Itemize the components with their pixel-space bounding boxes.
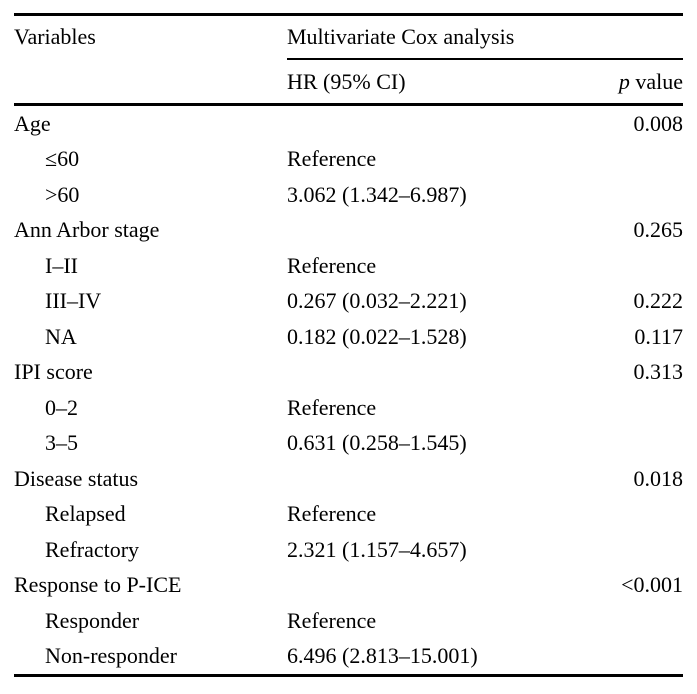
table-body: Age 0.008 ≤60 Reference >60 3.062 (1.342… bbox=[14, 105, 683, 676]
table-row-age-le60: ≤60 Reference bbox=[14, 142, 683, 178]
row-label: ≤60 bbox=[45, 146, 80, 172]
p-value bbox=[597, 390, 683, 426]
table-row-age-gt60: >60 3.062 (1.342–6.987) bbox=[14, 177, 683, 213]
hr-value bbox=[287, 461, 597, 497]
row-label: Response to P-ICE bbox=[14, 572, 182, 598]
hr-value: Reference bbox=[287, 607, 377, 633]
p-value-word: value bbox=[635, 68, 684, 94]
hr-value bbox=[287, 213, 597, 249]
hr-value: Reference bbox=[287, 501, 377, 527]
table-header: Variables Multivariate Cox analysis HR (… bbox=[14, 14, 684, 106]
hr-value: Reference bbox=[287, 252, 377, 278]
hr-value: 3.062 (1.342–6.987) bbox=[287, 181, 467, 207]
hr-value bbox=[287, 568, 597, 604]
row-label: IPI score bbox=[14, 359, 93, 385]
row-label: NA bbox=[45, 323, 77, 349]
hr-value: Reference bbox=[287, 146, 377, 172]
row-label: Non-responder bbox=[45, 643, 177, 669]
column-header-multivariate-group: Multivariate Cox analysis bbox=[287, 14, 684, 60]
table-row-non-responder: Non-responder 6.496 (2.813–15.001) bbox=[14, 639, 683, 676]
row-label: 0–2 bbox=[45, 394, 78, 420]
table-row-ipi-0-2: 0–2 Reference bbox=[14, 390, 683, 426]
p-value bbox=[597, 639, 683, 676]
row-label: Relapsed bbox=[45, 501, 126, 527]
header-row-group: Variables Multivariate Cox analysis bbox=[14, 14, 684, 106]
p-value: 0.313 bbox=[633, 359, 684, 385]
table-row-refractory: Refractory 2.321 (1.157–4.657) bbox=[14, 532, 683, 568]
row-label: Responder bbox=[45, 607, 140, 633]
row-label: 3–5 bbox=[45, 430, 78, 456]
p-value: 0.222 bbox=[633, 288, 684, 314]
multivariate-cox-analysis-table: Variables Multivariate Cox analysis HR (… bbox=[14, 13, 684, 677]
hr-value: 0.182 (0.022–1.528) bbox=[287, 323, 467, 349]
p-value: 0.265 bbox=[633, 217, 684, 243]
p-value: 0.018 bbox=[633, 465, 684, 491]
hr-value: 0.267 (0.032–2.221) bbox=[287, 288, 467, 314]
column-header-p-value: p value bbox=[597, 59, 684, 106]
row-label: I–II bbox=[45, 252, 78, 278]
table-row-relapsed: Relapsed Reference bbox=[14, 497, 683, 533]
table-row-responder: Responder Reference bbox=[14, 603, 683, 639]
header-row-sub: HR (95% CI) p value bbox=[14, 59, 684, 106]
p-value bbox=[597, 426, 683, 462]
p-value bbox=[597, 532, 683, 568]
table-row-response-to-p-ice: Response to P-ICE <0.001 bbox=[14, 568, 683, 604]
table-row-stage-iii-iv: III–IV 0.267 (0.032–2.221) 0.222 bbox=[14, 284, 683, 320]
hr-value: 0.631 (0.258–1.545) bbox=[287, 430, 467, 456]
hr-value: 6.496 (2.813–15.001) bbox=[287, 643, 478, 669]
hr-value bbox=[287, 105, 597, 142]
row-label: III–IV bbox=[45, 288, 102, 314]
table-row-ipi-3-5: 3–5 0.631 (0.258–1.545) bbox=[14, 426, 683, 462]
column-header-variables: Variables bbox=[14, 14, 287, 106]
table-row-age: Age 0.008 bbox=[14, 105, 683, 142]
p-value bbox=[597, 497, 683, 533]
p-value bbox=[597, 177, 683, 213]
p-value: 0.008 bbox=[633, 110, 684, 136]
p-symbol: p bbox=[618, 68, 630, 94]
row-label: >60 bbox=[45, 181, 80, 207]
row-label: Ann Arbor stage bbox=[14, 217, 160, 243]
table-row-stage-na: NA 0.182 (0.022–1.528) 0.117 bbox=[14, 319, 683, 355]
row-label: Disease status bbox=[14, 465, 139, 491]
hr-value bbox=[287, 355, 597, 391]
table-row-ann-arbor-stage: Ann Arbor stage 0.265 bbox=[14, 213, 683, 249]
p-value bbox=[597, 142, 683, 178]
p-value bbox=[597, 248, 683, 284]
hr-value: Reference bbox=[287, 394, 377, 420]
table-row-ipi-score: IPI score 0.313 bbox=[14, 355, 683, 391]
row-label: Age bbox=[14, 110, 51, 136]
hr-value: 2.321 (1.157–4.657) bbox=[287, 536, 467, 562]
row-label: Refractory bbox=[45, 536, 140, 562]
table-row-disease-status: Disease status 0.018 bbox=[14, 461, 683, 497]
column-header-hr-ci: HR (95% CI) bbox=[287, 59, 597, 106]
table-row-stage-i-ii: I–II Reference bbox=[14, 248, 683, 284]
p-value: <0.001 bbox=[621, 572, 684, 598]
p-value bbox=[597, 603, 683, 639]
p-value: 0.117 bbox=[634, 323, 684, 349]
